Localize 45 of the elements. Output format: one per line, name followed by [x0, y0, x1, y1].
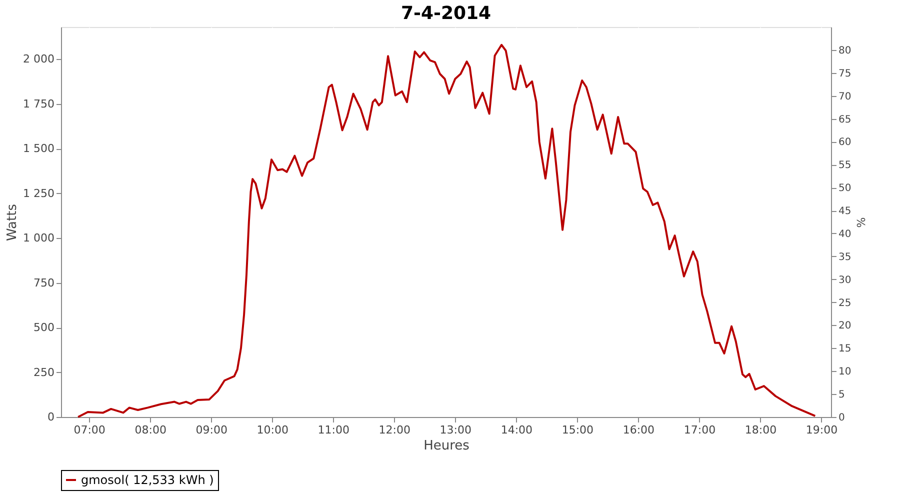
x-tick-label: 08:00 [134, 424, 166, 436]
x-tick-label: 09:00 [196, 424, 228, 436]
x-tick-label: 11:00 [318, 424, 350, 436]
x-tick-label: 19:00 [806, 424, 838, 436]
x-tick-label: 15:00 [562, 424, 594, 436]
y2-tick-label: 15 [838, 344, 852, 355]
y-tick-label: 2 000 [23, 52, 54, 66]
y-tick-label: 1 500 [23, 142, 54, 156]
y-tick-label: 1 000 [23, 232, 54, 245]
y2-tick-label: 30 [838, 274, 852, 286]
y2-tick-label: 20 [838, 320, 852, 332]
y2-tick-label: 25 [838, 298, 852, 309]
y2-tick-label: 80 [838, 45, 852, 56]
y2-tick-label: 70 [838, 91, 852, 102]
y2-tick-label: 55 [838, 160, 852, 172]
x-axis-title: Heures [424, 438, 470, 454]
y2-tick-label: 40 [838, 228, 852, 240]
y-tick-label: 1 750 [23, 97, 54, 110]
y2-tick-label: 75 [838, 68, 852, 80]
y2-tick-label: 5 [838, 390, 845, 401]
x-tick-label: 12:00 [378, 424, 410, 436]
x-tick-label: 14:00 [500, 424, 533, 436]
y2-tick-label: 45 [838, 206, 852, 218]
y2-tick-label: 0 [838, 412, 845, 424]
legend-label: gmosol( 12,533 kWh ) [81, 473, 214, 487]
y-tick-label: 0 [48, 410, 54, 424]
y2-tick-label: 10 [838, 366, 852, 378]
x-tick-label: 16:00 [622, 424, 655, 436]
x-tick-label: 17:00 [684, 424, 716, 436]
y2-tick-label: 35 [838, 252, 852, 263]
x-tick-label: 07:00 [74, 424, 106, 436]
x-tick-label: 18:00 [744, 424, 777, 436]
y2-tick-label: 50 [838, 183, 852, 194]
y2-tick-label: 60 [838, 137, 852, 148]
y2-axis-title: % [854, 217, 868, 228]
y-tick-label: 1 250 [23, 186, 54, 200]
y-tick-label: 750 [34, 276, 54, 290]
y2-tick-label: 65 [838, 114, 852, 126]
x-tick-label: 10:00 [256, 424, 288, 436]
line-series [77, 44, 816, 418]
y-tick-label: 250 [34, 366, 54, 379]
y-tick-label: 500 [34, 321, 54, 334]
y-axis-title: Watts [5, 204, 20, 241]
chart-title: 7-4-2014 [400, 3, 492, 24]
x-tick-label: 13:00 [440, 424, 472, 436]
